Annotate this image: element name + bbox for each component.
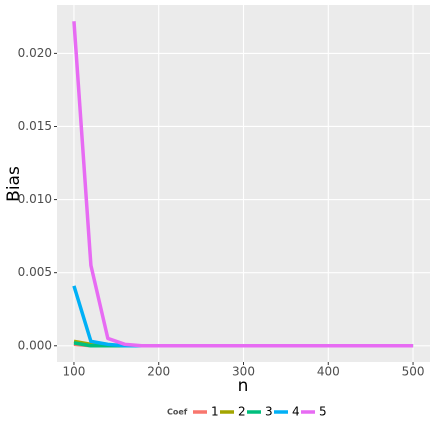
y-tick-label: 0.005 (18, 265, 52, 279)
x-tick-label: 100 (63, 365, 86, 379)
x-tick-label: 500 (402, 365, 425, 379)
legend-label: 3 (265, 405, 273, 419)
legend-label: 1 (211, 405, 219, 419)
legend-label: 2 (238, 405, 246, 419)
legend-title: Coef (167, 408, 188, 417)
y-tick-label: 0.010 (18, 192, 52, 206)
y-tick-label: 0.015 (18, 119, 52, 133)
x-axis-title: n (238, 376, 249, 396)
x-tick-label: 300 (232, 365, 255, 379)
y-tick-label: 0.020 (18, 46, 52, 60)
y-tick-label: 0.000 (18, 338, 52, 352)
legend-label: 5 (319, 405, 327, 419)
x-tick-label: 400 (317, 365, 340, 379)
y-axis-title: Bias (4, 166, 24, 202)
legend-label: 4 (292, 405, 300, 419)
x-tick-label: 200 (147, 365, 170, 379)
line (72, 21, 414, 348)
